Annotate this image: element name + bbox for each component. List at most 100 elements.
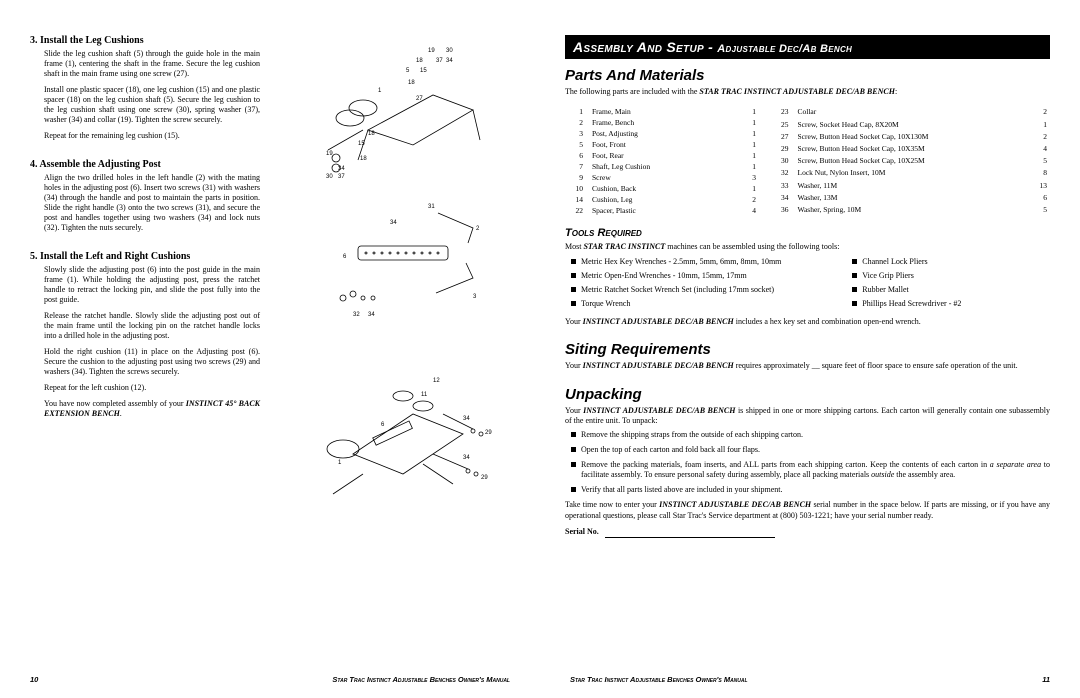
- step-body: Align the two drilled holes in the left …: [30, 173, 260, 233]
- list-item: Remove the packing materials, foam inser…: [571, 460, 1050, 480]
- parts-row: 25Screw, Socket Head Cap, 8X20M1: [761, 120, 1048, 130]
- assembly-step: 3. Install the Leg Cushions Slide the leg…: [30, 35, 260, 141]
- svg-text:12: 12: [433, 378, 440, 384]
- instructions-column: 3. Install the Leg Cushions Slide the leg…: [30, 35, 260, 437]
- parts-row: 33Washer, 11M13: [761, 181, 1048, 191]
- step-paragraph: You have now completed assembly of your …: [44, 399, 260, 419]
- svg-text:34: 34: [446, 58, 453, 64]
- list-item: Remove the shipping straps from the outs…: [571, 430, 1050, 440]
- parts-row: 3Post, Adjusting1: [567, 129, 757, 138]
- svg-text:3: 3: [473, 294, 477, 300]
- parts-row: 10Cushion, Back1: [567, 184, 757, 193]
- svg-text:11: 11: [421, 392, 428, 398]
- svg-text:30: 30: [326, 174, 333, 180]
- step-body: Slide the leg cushion shaft (5) through …: [30, 49, 260, 141]
- svg-text:27: 27: [416, 96, 423, 102]
- svg-text:37: 37: [436, 58, 443, 64]
- svg-text:32: 32: [353, 312, 360, 318]
- svg-text:18: 18: [368, 131, 375, 137]
- list-item: Metric Hex Key Wrenches - 2.5mm, 5mm, 6m…: [571, 257, 846, 267]
- figure-step-3: 1930 1837 51534 18 127 1815 18 1934 3730: [290, 35, 515, 185]
- step-paragraph: Hold the right cushion (11) in place on …: [44, 347, 260, 377]
- step-paragraph: Repeat for the left cushion (12).: [44, 383, 260, 393]
- parts-heading: Parts And Materials: [565, 67, 1050, 84]
- page-10: 3. Install the Leg Cushions Slide the leg…: [0, 0, 540, 698]
- parts-row: 6Foot, Rear1: [567, 151, 757, 160]
- step-title: 5. Install the Left and Right Cushions: [30, 251, 260, 262]
- parts-table-right: 23Collar2 25Screw, Socket Head Cap, 8X20M…: [759, 105, 1050, 217]
- step-title: 4. Assemble the Adjusting Post: [30, 159, 260, 170]
- step-body: Slowly slide the adjusting post (6) into…: [30, 265, 260, 419]
- parts-row: 14Cushion, Leg2: [567, 195, 757, 204]
- footer-left: 10 Star Trac Instinct Adjustable Benches…: [0, 675, 540, 684]
- svg-text:29: 29: [481, 475, 488, 481]
- tools-note: Your INSTINCT ADJUSTABLE DEC/AB BENCH in…: [565, 317, 1050, 327]
- svg-text:34: 34: [463, 455, 470, 461]
- parts-table-left: 1Frame, Main1 2Frame, Bench1 3Post, Adjust…: [565, 105, 759, 217]
- svg-text:6: 6: [343, 254, 347, 260]
- svg-text:18: 18: [416, 58, 423, 64]
- unpacking-outro: Take time now to enter your INSTINCT ADJ…: [565, 500, 1050, 521]
- banner-sub: Adjustable Dec/Ab Bench: [717, 43, 852, 55]
- page-number: 11: [1042, 675, 1050, 684]
- parts-row: 36Washer, Spring, 10M5: [761, 205, 1048, 215]
- parts-row: 34Washer, 13M6: [761, 193, 1048, 203]
- parts-row: 9Screw3: [567, 173, 757, 182]
- parts-row: 23Collar2: [761, 107, 1048, 117]
- list-item: Metric Open-End Wrenches - 10mm, 15mm, 1…: [571, 271, 846, 281]
- footer-title: Star Trac Instinct Adjustable Benches Ow…: [332, 675, 510, 684]
- step-paragraph: Release the ratchet handle. Slowly slide…: [44, 311, 260, 341]
- parts-row: 7Shaft, Leg Cushion1: [567, 162, 757, 171]
- footer-right: Star Trac Instinct Adjustable Benches Ow…: [540, 675, 1080, 684]
- step-paragraph: Repeat for the remaining leg cushion (15…: [44, 131, 260, 141]
- svg-text:1: 1: [378, 88, 382, 94]
- parts-row: 29Screw, Button Head Socket Cap, 10X35M4: [761, 144, 1048, 154]
- svg-text:34: 34: [463, 416, 470, 422]
- unpacking-intro: Your INSTINCT ADJUSTABLE DEC/AB BENCH is…: [565, 406, 1050, 427]
- parts-list: 1Frame, Main1 2Frame, Bench1 3Post, Adjust…: [565, 101, 1050, 217]
- svg-text:34: 34: [368, 312, 375, 318]
- list-item: Verify that all parts listed above are i…: [571, 485, 1050, 495]
- step-paragraph: Install one plastic spacer (18), one leg…: [44, 85, 260, 125]
- svg-text:18: 18: [408, 80, 415, 86]
- svg-text:30: 30: [446, 48, 453, 54]
- svg-text:1: 1: [338, 460, 342, 466]
- serial-row: Serial No.: [565, 527, 1050, 537]
- page-11: Assembly And Setup - Adjustable Dec/Ab B…: [540, 0, 1080, 698]
- assembly-step: 5. Install the Left and Right Cushions Sl…: [30, 251, 260, 419]
- tools-intro: Most STAR TRAC INSTINCT machines can be …: [565, 242, 1050, 252]
- assembly-step: 4. Assemble the Adjusting Post Align the …: [30, 159, 260, 233]
- svg-text:18: 18: [360, 156, 367, 162]
- svg-text:34: 34: [338, 166, 345, 172]
- svg-text:19: 19: [326, 151, 333, 157]
- tools-heading: Tools Required: [565, 227, 1050, 239]
- svg-text:34: 34: [390, 220, 397, 226]
- unpacking-list: Remove the shipping straps from the outs…: [565, 430, 1050, 495]
- section-banner: Assembly And Setup - Adjustable Dec/Ab B…: [565, 35, 1050, 59]
- step-paragraph: Slowly slide the adjusting post (6) into…: [44, 265, 260, 305]
- parts-row: 5Foot, Front1: [567, 140, 757, 149]
- step-title: 3. Install the Leg Cushions: [30, 35, 260, 46]
- svg-text:2: 2: [476, 226, 480, 232]
- serial-input-line[interactable]: [605, 537, 775, 538]
- unpacking-heading: Unpacking: [565, 386, 1050, 403]
- list-item: Metric Ratchet Socket Wrench Set (includ…: [571, 285, 846, 295]
- parts-row: 1Frame, Main1: [567, 107, 757, 116]
- siting-text: Your INSTINCT ADJUSTABLE DEC/AB BENCH re…: [565, 361, 1050, 371]
- parts-row: 30Screw, Button Head Socket Cap, 10X25M5: [761, 156, 1048, 166]
- siting-heading: Siting Requirements: [565, 341, 1050, 358]
- tools-left-col: Metric Hex Key Wrenches - 2.5mm, 5mm, 6m…: [565, 257, 846, 313]
- figure-step-4: 31 342 6 3234 3: [290, 193, 515, 343]
- parts-row: 32Lock Nut, Nylon Insert, 10M8: [761, 168, 1048, 178]
- svg-text:15: 15: [358, 141, 365, 147]
- svg-text:37: 37: [338, 174, 345, 180]
- page-number: 10: [30, 675, 38, 684]
- list-item: Torque Wrench: [571, 299, 846, 309]
- footer-title: Star Trac Instinct Adjustable Benches Ow…: [570, 675, 748, 684]
- list-item: Open the top of each carton and fold bac…: [571, 445, 1050, 455]
- parts-row: 22Spacer, Plastic4: [567, 206, 757, 215]
- step-paragraph: Slide the leg cushion shaft (5) through …: [44, 49, 260, 79]
- parts-row: 2Frame, Bench1: [567, 118, 757, 127]
- banner-main: Assembly And Setup -: [573, 39, 713, 55]
- list-item: Channel Lock Pliers: [852, 257, 1050, 267]
